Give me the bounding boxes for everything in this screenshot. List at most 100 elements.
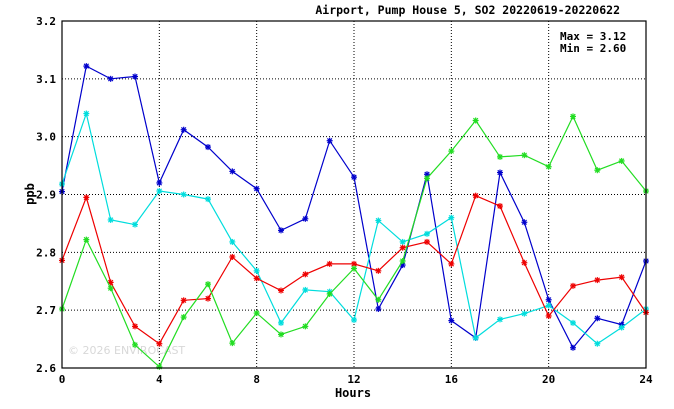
gridlines [62, 21, 646, 368]
y-tick-labels: 2.6 2.7 2.8 2.9 3.0 3.1 3.2 [36, 15, 56, 375]
x-tick-label: 24 [639, 373, 653, 386]
data-point [521, 219, 528, 226]
data-point [253, 267, 260, 274]
x-tick-label: 12 [347, 373, 360, 386]
data-point [594, 167, 601, 174]
data-point [205, 295, 211, 302]
data-point [132, 73, 138, 80]
data-point [156, 363, 163, 370]
data-point [424, 238, 430, 245]
data-point [229, 168, 236, 175]
data-point [351, 316, 357, 323]
data-point [302, 323, 309, 330]
data-point [521, 259, 528, 266]
data-point [156, 340, 163, 347]
data-point [107, 285, 114, 292]
data-point [180, 314, 187, 321]
data-point [521, 310, 528, 317]
data-point [448, 214, 455, 221]
data-point [545, 312, 552, 319]
data-point [375, 306, 382, 313]
data-point [375, 267, 382, 274]
plot-frame [61, 20, 647, 369]
data-point [448, 260, 455, 267]
data-point [594, 277, 601, 284]
data-point [180, 191, 187, 198]
data-point [326, 260, 333, 267]
data-point [132, 221, 138, 228]
data-point [205, 281, 211, 288]
data-point [107, 216, 114, 223]
data-point [326, 137, 333, 144]
data-point [156, 188, 163, 195]
data-point [229, 340, 236, 347]
data-point [399, 258, 406, 265]
data-point [253, 310, 260, 317]
data-point [351, 265, 357, 272]
data-point [545, 302, 552, 309]
data-point [545, 296, 552, 303]
data-point [545, 163, 552, 170]
data-point [83, 194, 90, 201]
data-point [497, 153, 503, 160]
data-point [570, 319, 576, 326]
data-point [618, 324, 625, 331]
data-point [253, 275, 260, 282]
x-tick-label: 8 [253, 373, 260, 386]
data-point [618, 157, 625, 164]
series-2 [59, 110, 649, 347]
data-point [351, 174, 357, 181]
data-point [497, 169, 503, 176]
data-point [156, 179, 163, 186]
data-point [424, 171, 430, 178]
max-readout: Max = 3.12 [560, 30, 626, 43]
data-point [302, 215, 309, 222]
chart-title: Airport, Pump House 5, SO2 20220619-2022… [315, 3, 620, 17]
y-tick-label: 2.8 [36, 246, 56, 259]
data-point [594, 315, 601, 322]
data-point [399, 238, 406, 245]
data-point [205, 144, 211, 151]
data-point [278, 319, 284, 326]
x-tick-label: 20 [542, 373, 555, 386]
data-point [472, 334, 479, 341]
data-point [375, 296, 382, 303]
data-point [278, 227, 284, 234]
data-point [229, 238, 236, 245]
data-point [253, 185, 260, 192]
data-point [424, 175, 430, 182]
data-point [83, 63, 90, 70]
data-point [448, 317, 455, 324]
data-point [618, 274, 625, 281]
data-point [375, 217, 382, 224]
data-point [497, 316, 503, 323]
data-point [83, 236, 90, 243]
y-tick-label: 2.7 [36, 304, 56, 317]
data-point [107, 75, 114, 82]
data-point [278, 287, 284, 294]
data-point [83, 110, 90, 117]
y-tick-label: 3.1 [36, 73, 56, 86]
data-point [302, 286, 309, 293]
data-point [472, 192, 479, 199]
data-point [399, 244, 406, 251]
x-axis-title: Hours [335, 386, 371, 400]
data-point [205, 196, 211, 203]
data-point [497, 203, 503, 210]
data-point [424, 230, 430, 237]
data-point [570, 113, 576, 120]
data-point [594, 340, 601, 347]
x-tick-label: 0 [59, 373, 66, 386]
data-point [521, 152, 528, 159]
data-point [132, 341, 138, 348]
series-3 [59, 192, 649, 347]
data-point [570, 344, 576, 351]
min-readout: Min = 2.60 [560, 42, 626, 55]
series-4 [59, 113, 649, 370]
watermark: © 2026 ENVIROCAST [68, 344, 185, 357]
data-point [229, 253, 236, 260]
y-tick-label: 2.6 [36, 362, 56, 375]
data-point [326, 290, 333, 297]
y-tick-label: 3.2 [36, 15, 56, 28]
